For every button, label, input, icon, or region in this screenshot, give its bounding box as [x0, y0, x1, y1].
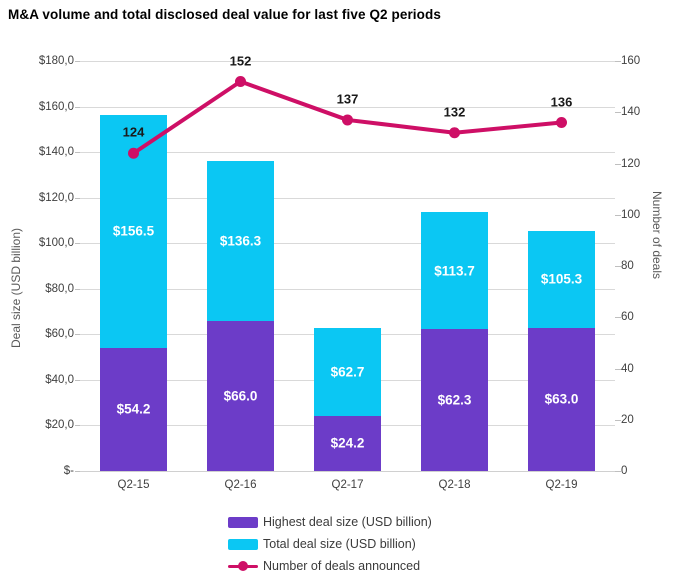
- right-axis-tick-mark: [615, 163, 621, 165]
- right-axis-tick-label: 120: [621, 157, 641, 170]
- highest-deal-size-label: $66.0: [223, 388, 258, 404]
- deals-count-label: 132: [443, 104, 466, 120]
- highest-deal-size-bar: [207, 320, 274, 471]
- line-marker-icon: [556, 117, 567, 128]
- total-deal-size-label: $62.7: [330, 364, 365, 380]
- left-axis-tick-mark: [75, 334, 80, 336]
- right-axis-tick-label: 80: [621, 260, 634, 272]
- deals-count-label: 124: [122, 124, 145, 140]
- right-axis-tick-mark: [615, 471, 621, 472]
- right-axis-tick-mark: [615, 112, 621, 114]
- right-axis-tick-label: 140: [621, 106, 641, 119]
- right-axis-tick-label: 60: [621, 311, 634, 324]
- line-marker-icon: [342, 114, 353, 126]
- left-axis-tick-label: $20,0: [45, 419, 74, 432]
- total-deal-size-label: $136.3: [219, 233, 262, 249]
- number-of-deals-line-swatch-icon: [228, 561, 258, 572]
- highest-deal-size-swatch-icon: [228, 516, 258, 528]
- line-marker-icon: [235, 76, 246, 87]
- legend-item-total-deal-size: Total deal size (USD billion): [228, 537, 432, 551]
- right-axis-tick-mark: [615, 266, 621, 267]
- total-deal-size-swatch-icon: [228, 538, 258, 550]
- legend-item-highest-deal-size: Highest deal size (USD billion): [228, 515, 432, 529]
- legend-label: Highest deal size (USD billion): [263, 515, 432, 529]
- left-axis-tick-mark: [75, 425, 80, 427]
- left-axis-tick-mark: [75, 288, 80, 290]
- legend-label: Total deal size (USD billion): [263, 537, 416, 551]
- left-axis-tick-mark: [75, 106, 80, 108]
- legend: Highest deal size (USD billion) Total de…: [228, 515, 432, 573]
- right-axis-tick-label: 100: [621, 208, 641, 221]
- right-axis-tick-mark: [615, 214, 621, 216]
- left-axis-title: Deal size (USD billion): [9, 227, 23, 349]
- category-label: Q2-19: [545, 479, 578, 491]
- left-axis-tick-mark: [75, 61, 80, 62]
- right-axis-tick-mark: [615, 368, 621, 370]
- right-axis-tick-label: 20: [621, 413, 634, 426]
- line-marker-icon: [449, 127, 460, 139]
- highest-deal-size-bar: [314, 415, 381, 471]
- plot-area: $156.5 $54.2 Q2-15 $136.3 $66.0 Q2-16 $62.7 $24…: [80, 53, 615, 491]
- highest-deal-size-bar: [528, 327, 595, 471]
- highest-deal-size-bar: [421, 329, 488, 471]
- deals-line-series: [128, 76, 567, 159]
- right-axis-tick-mark: [615, 419, 621, 421]
- right-axis-tick-label: 0: [621, 465, 628, 477]
- left-axis-tick-label: $60,0: [45, 328, 74, 341]
- left-axis-tick-label: $100,0: [38, 237, 74, 250]
- legend-label: Number of deals announced: [263, 559, 421, 573]
- deals-count-label: 137: [336, 91, 359, 107]
- highest-deal-size-label: $62.3: [437, 392, 472, 408]
- right-axis-tick-mark: [615, 317, 621, 319]
- total-deal-size-label: $105.3: [540, 271, 583, 287]
- gridline: [80, 243, 615, 245]
- left-axis-tick-label: $80,0: [45, 282, 74, 295]
- gridline: [80, 197, 615, 199]
- category-label: Q2-18: [438, 479, 471, 491]
- left-axis-tick-mark: [75, 197, 80, 199]
- category-label: Q2-17: [331, 479, 364, 491]
- left-axis-tick-label: $160,0: [38, 100, 74, 113]
- chart-title: M&A volume and total disclosed deal valu…: [8, 7, 441, 22]
- left-axis-tick-mark: [75, 379, 80, 381]
- legend-item-number-of-deals: Number of deals announced: [228, 559, 432, 573]
- gridline: [80, 106, 615, 108]
- total-deal-size-label: $113.7: [434, 263, 475, 279]
- left-axis-tick-label: $-: [63, 465, 74, 477]
- left-axis-tick-mark: [75, 152, 80, 154]
- highest-deal-size-label: $24.2: [330, 435, 365, 451]
- left-axis-tick-mark: [75, 243, 80, 245]
- highest-deal-size-label: $63.0: [544, 391, 579, 407]
- x-axis-line: [80, 471, 615, 472]
- left-axis-tick-label: $180,0: [38, 55, 74, 67]
- highest-deal-size-label: $54.2: [116, 401, 151, 417]
- right-axis-tick-mark: [615, 61, 621, 62]
- deals-count-label: 136: [550, 94, 573, 109]
- left-axis-tick-label: $40,0: [45, 373, 74, 386]
- right-axis-title: Number of deals: [650, 190, 664, 280]
- total-deal-size-label: $156.5: [112, 223, 155, 239]
- right-axis-tick-label: 40: [621, 362, 634, 375]
- deals-count-label: 152: [229, 53, 252, 68]
- right-axis-tick-label: 160: [621, 55, 641, 67]
- highest-deal-size-bar: [100, 347, 167, 471]
- left-axis-tick-label: $140,0: [38, 146, 74, 159]
- gridline: [80, 152, 615, 154]
- category-label: Q2-16: [224, 479, 257, 491]
- category-label: Q2-15: [117, 479, 150, 491]
- gridline: [80, 61, 615, 62]
- left-axis-tick-label: $120,0: [38, 191, 74, 204]
- left-axis-tick-mark: [75, 471, 80, 472]
- line-marker-icon: [128, 147, 139, 159]
- gridline: [80, 288, 615, 290]
